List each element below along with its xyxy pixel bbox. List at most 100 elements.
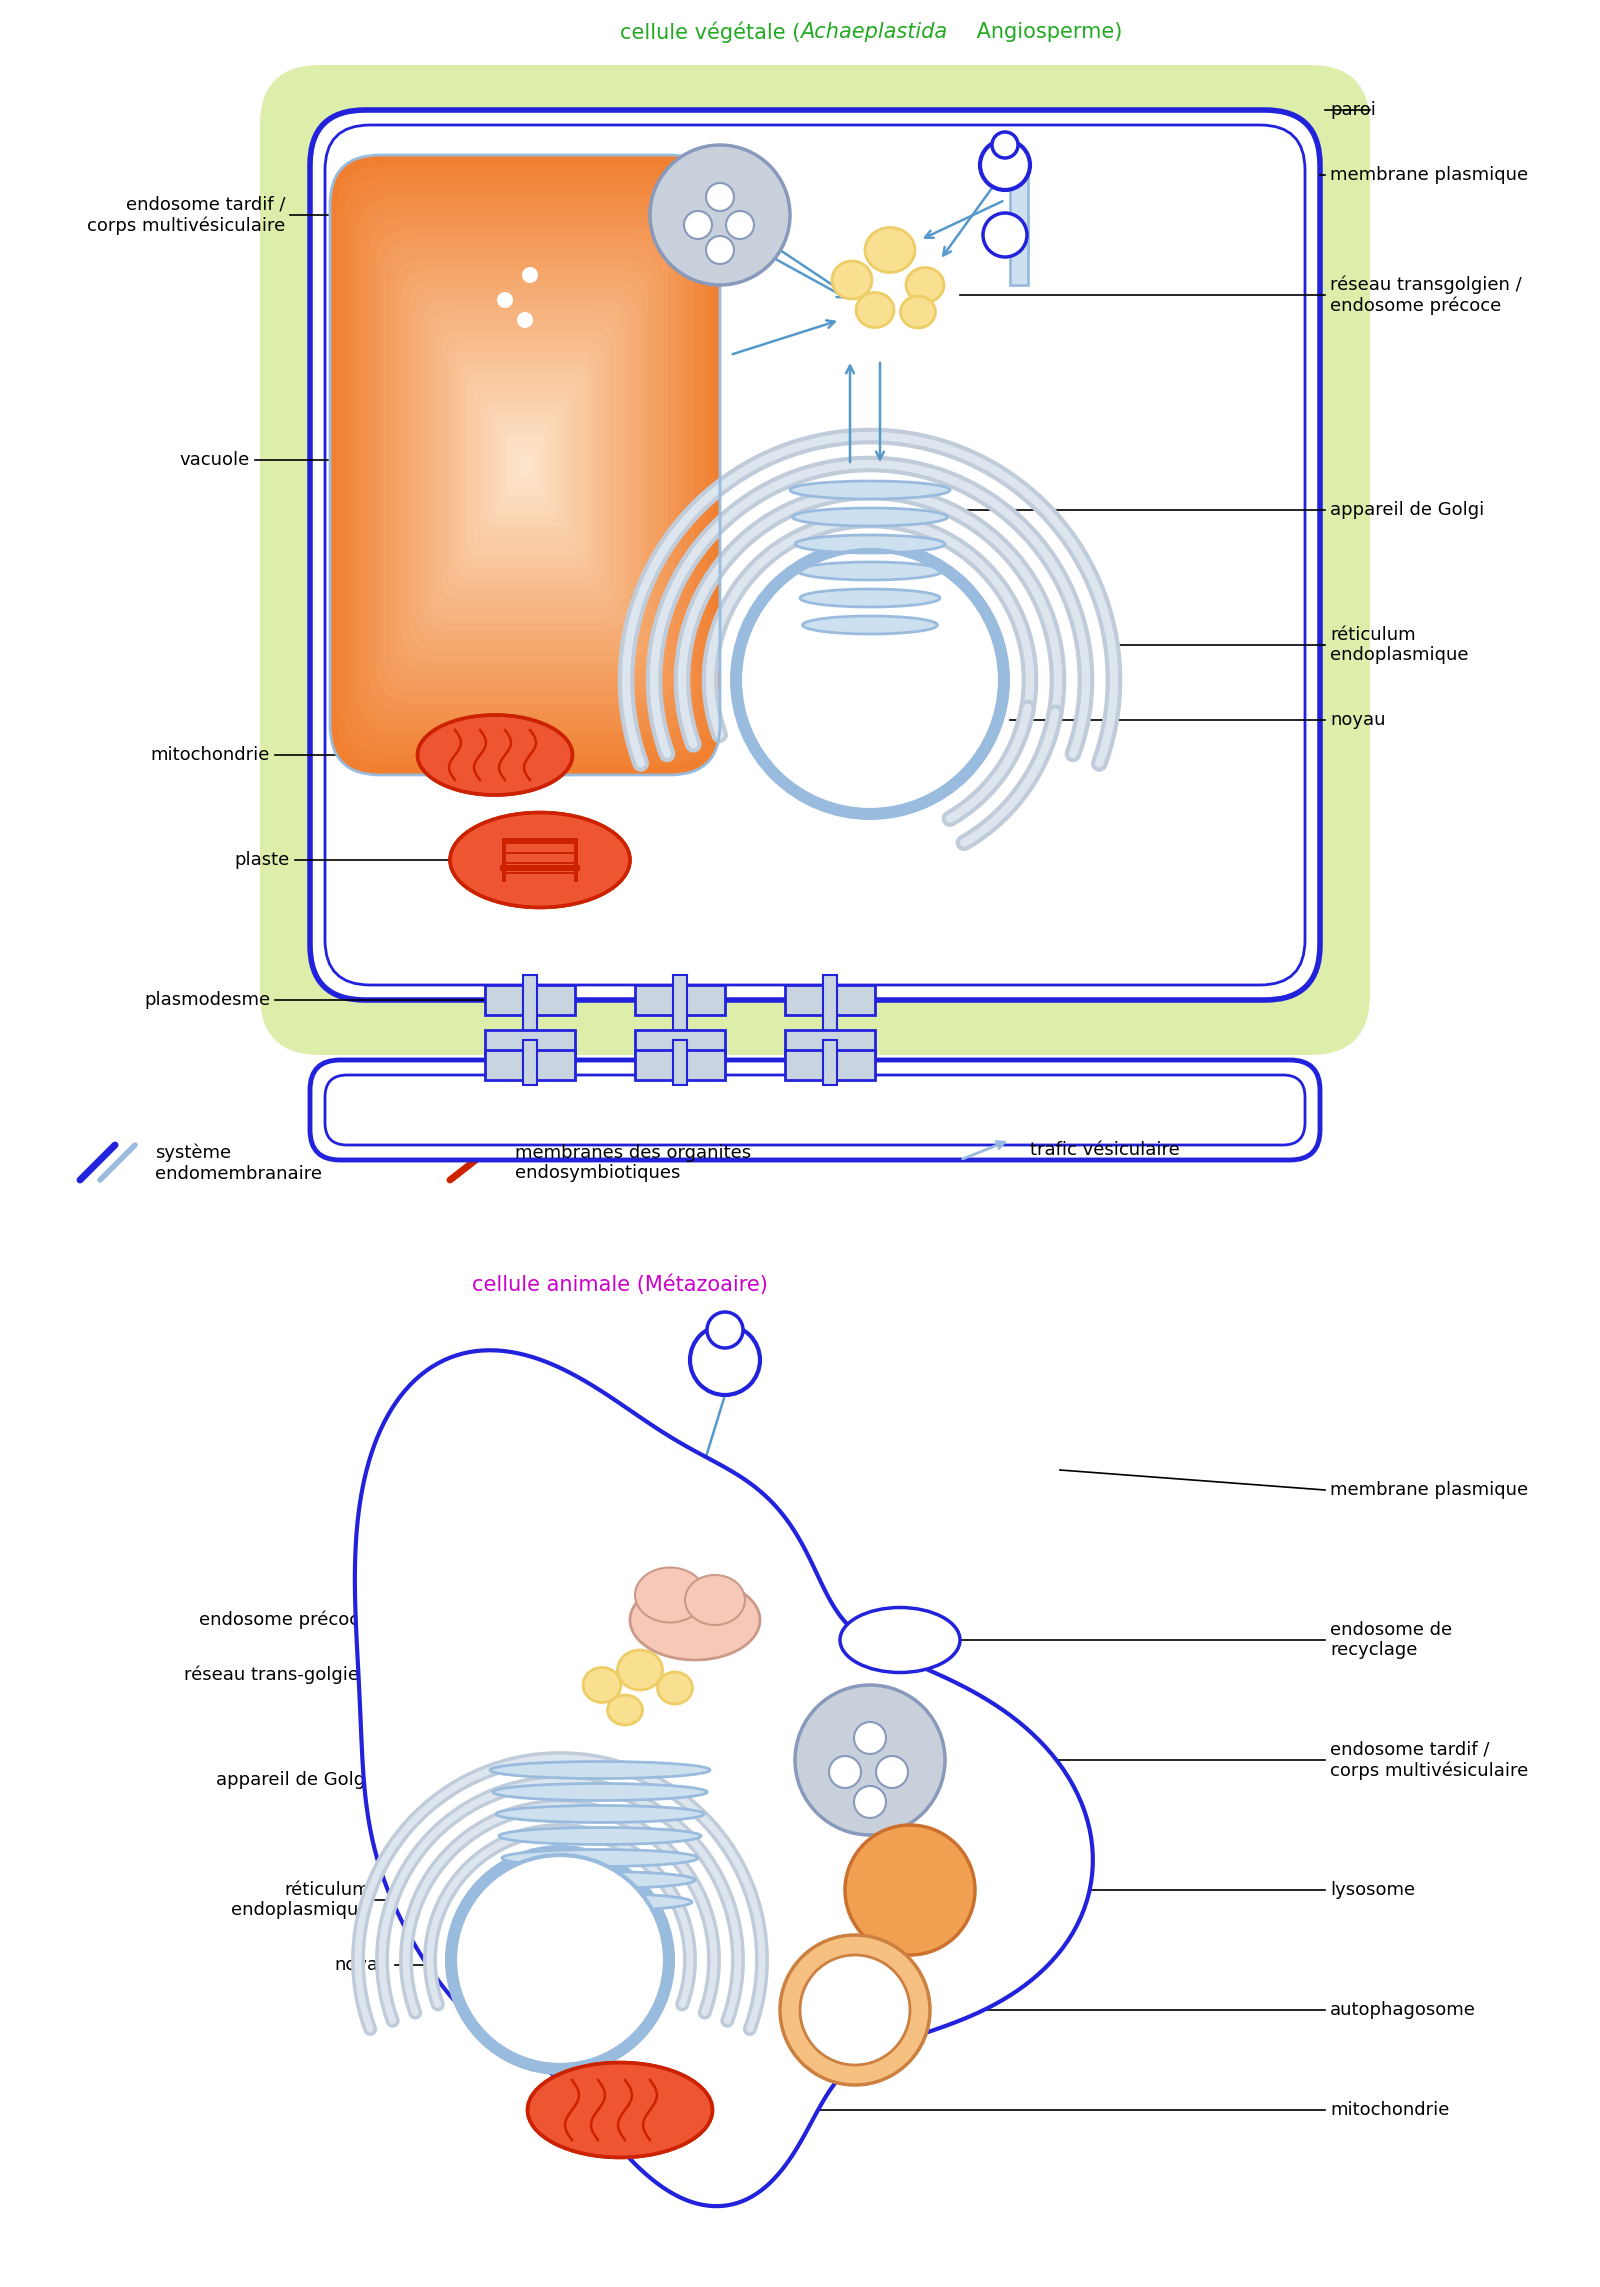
FancyBboxPatch shape [310,110,1320,999]
Text: membrane plasmique: membrane plasmique [1330,167,1528,183]
FancyBboxPatch shape [355,197,694,734]
FancyBboxPatch shape [518,455,531,476]
FancyBboxPatch shape [512,444,538,485]
FancyBboxPatch shape [389,247,661,682]
Ellipse shape [797,563,942,581]
Bar [485,1029,574,1059]
Bar [485,986,574,1015]
FancyBboxPatch shape [506,435,544,496]
Ellipse shape [658,1672,693,1704]
Circle shape [854,1722,886,1754]
Circle shape [845,1825,974,1955]
Text: lysosome: lysosome [1330,1880,1414,1898]
Text: plaste: plaste [235,851,290,869]
Bar [635,1029,725,1059]
Ellipse shape [502,1850,698,1866]
Text: mitochondrie: mitochondrie [150,746,270,764]
Text: endosome précoce: endosome précoce [198,1610,370,1628]
Ellipse shape [906,268,944,302]
Ellipse shape [509,1894,691,1910]
FancyBboxPatch shape [310,1059,1320,1160]
Circle shape [445,1846,675,2074]
FancyBboxPatch shape [486,403,563,526]
Bar [786,986,875,1015]
Ellipse shape [685,1576,746,1626]
FancyBboxPatch shape [408,279,642,652]
Text: appareil de Golgi: appareil de Golgi [216,1770,370,1788]
Circle shape [992,133,1018,158]
Bar [485,1050,574,1079]
Bar [786,1050,875,1079]
FancyBboxPatch shape [446,341,603,590]
Text: noyau: noyau [1330,711,1386,730]
Text: mitochondrie: mitochondrie [1330,2102,1450,2120]
Text: réseau transgolgien /
endosome précoce: réseau transgolgien / endosome précoce [1330,274,1522,316]
Ellipse shape [840,1608,960,1672]
Ellipse shape [496,1804,704,1823]
Text: endosome tardif /
corps multivésiculaire: endosome tardif / corps multivésiculaire [86,194,285,236]
Bar [506,844,574,853]
Bar [1010,156,1027,286]
FancyBboxPatch shape [480,393,571,537]
Ellipse shape [499,1827,701,1846]
Circle shape [517,311,533,327]
Text: membranes des organites
endosymbiotiques: membranes des organites endosymbiotiques [515,1144,750,1182]
Bar [506,853,574,862]
Ellipse shape [528,2063,712,2157]
FancyBboxPatch shape [434,320,616,611]
Circle shape [650,144,790,286]
Ellipse shape [856,293,894,327]
FancyBboxPatch shape [370,217,682,714]
Circle shape [800,1955,910,2065]
Circle shape [706,183,734,210]
Circle shape [685,210,712,240]
Circle shape [690,1324,760,1395]
Polygon shape [355,1349,1093,2207]
Bar [822,974,837,1054]
Text: plasmodesme: plasmodesme [144,990,270,1009]
Ellipse shape [800,590,941,606]
Bar [786,1029,875,1059]
FancyBboxPatch shape [453,352,597,579]
Bar [635,1050,725,1079]
Circle shape [795,1686,946,1834]
Circle shape [522,268,538,284]
Ellipse shape [630,1580,760,1660]
Ellipse shape [493,1784,707,1800]
FancyBboxPatch shape [363,206,688,723]
Circle shape [781,1935,930,2086]
Bar [506,864,574,871]
Circle shape [854,1786,886,1818]
FancyBboxPatch shape [474,382,578,547]
Text: endosome tardif /
corps multivésiculaire: endosome tardif / corps multivésiculaire [1330,1740,1528,1779]
FancyBboxPatch shape [395,258,654,672]
Bar [502,837,578,883]
FancyBboxPatch shape [402,268,648,661]
FancyBboxPatch shape [421,300,629,631]
Ellipse shape [418,716,573,796]
Bar [523,1041,538,1084]
Bar [635,986,725,1015]
FancyBboxPatch shape [414,290,635,640]
Ellipse shape [795,535,946,553]
Ellipse shape [901,295,936,327]
Ellipse shape [803,615,938,633]
Text: noyau: noyau [334,1955,390,1974]
Bar [499,864,579,871]
Circle shape [454,1855,666,2065]
Bar [506,874,574,883]
Circle shape [726,210,754,240]
Bar [523,974,538,1054]
Circle shape [877,1756,909,1788]
FancyBboxPatch shape [349,185,701,743]
Circle shape [979,140,1030,190]
FancyBboxPatch shape [427,311,622,620]
Text: cellule animale (Métazoaire): cellule animale (Métazoaire) [472,1274,768,1294]
Ellipse shape [792,508,947,526]
Text: cellule végétale (: cellule végétale ( [619,21,800,43]
Text: réticulum
endoplasmique: réticulum endoplasmique [232,1880,370,1919]
Circle shape [739,549,1000,810]
Bar [822,1041,837,1084]
Ellipse shape [832,261,872,300]
Text: réticulum
endoplasmique: réticulum endoplasmique [1330,627,1469,666]
